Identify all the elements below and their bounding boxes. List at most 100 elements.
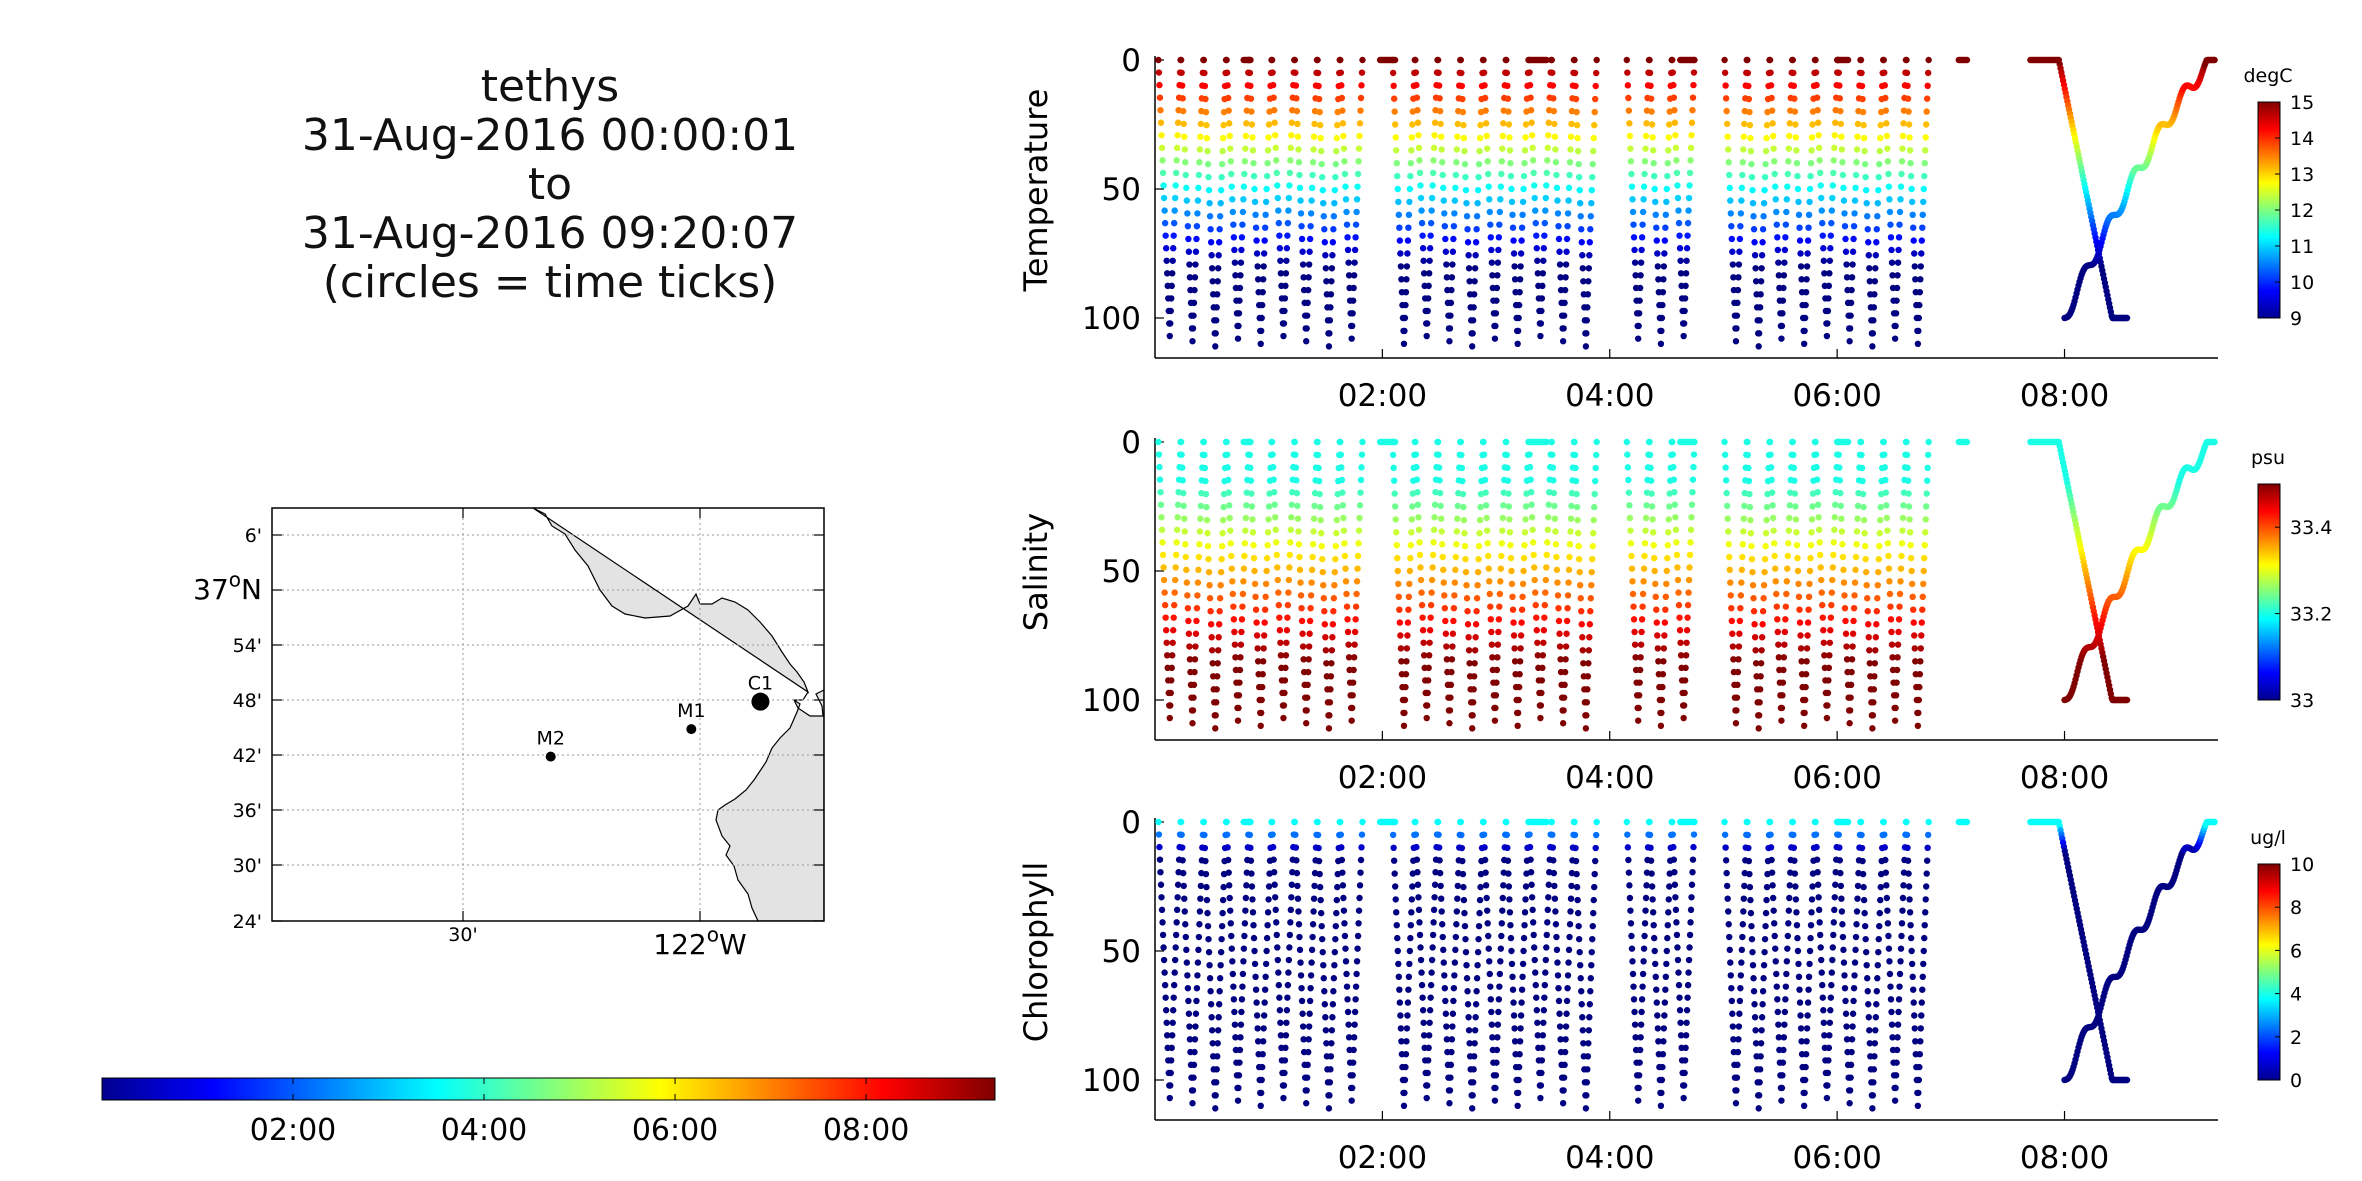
data-point [1793, 147, 1800, 154]
data-point [1924, 844, 1931, 851]
data-point [1874, 961, 1881, 969]
data-point [1673, 551, 1681, 559]
data-point [1237, 1034, 1244, 1041]
data-point [1292, 82, 1300, 89]
data-point [1640, 578, 1647, 585]
data-point [1905, 108, 1912, 115]
data-point [1796, 619, 1804, 626]
data-point [1650, 160, 1657, 167]
data-point [1757, 673, 1764, 680]
data-point [1567, 908, 1574, 915]
data-point [1496, 983, 1503, 990]
data-point [1353, 578, 1361, 585]
data-point [1402, 683, 1409, 691]
data-point [1549, 844, 1557, 851]
data-point [1246, 451, 1254, 459]
data-point [1635, 1072, 1643, 1079]
data-point [1818, 194, 1825, 202]
data-point [1575, 935, 1583, 943]
data-point [1537, 1094, 1544, 1102]
data-point [1735, 1023, 1743, 1030]
data-point [1219, 529, 1226, 537]
data-point [1561, 299, 1568, 307]
data-point [1177, 56, 1185, 64]
data-point [1172, 564, 1179, 571]
data-point [1869, 1092, 1877, 1099]
data-point [1836, 464, 1843, 471]
data-point [1658, 696, 1666, 704]
data-point [1473, 595, 1481, 602]
data-point [1276, 1007, 1284, 1014]
data-point [1549, 464, 1557, 471]
data-point [1270, 106, 1278, 114]
data-point [1751, 621, 1758, 628]
data-point [1156, 81, 1163, 89]
data-point [1329, 621, 1337, 628]
data-point [1863, 199, 1870, 207]
data-point [1260, 263, 1267, 270]
data-point [1156, 856, 1164, 863]
data-point [1756, 699, 1763, 706]
data-point [1424, 307, 1431, 315]
data-point [1584, 291, 1592, 298]
data-point [1281, 1057, 1289, 1064]
data-point [1744, 56, 1751, 64]
data-point [1654, 1025, 1662, 1032]
data-point [1662, 224, 1669, 231]
data-point [1519, 593, 1526, 600]
data-point [1339, 107, 1346, 114]
data-point [1580, 660, 1587, 667]
data-point [1881, 69, 1888, 76]
data-point [1468, 1105, 1476, 1112]
data-point [1652, 198, 1659, 206]
data-point [1683, 245, 1691, 252]
data-point [1492, 692, 1500, 699]
data-point [1775, 1021, 1782, 1028]
data-point [1212, 1092, 1219, 1099]
data-point [1592, 477, 1599, 485]
data-point [1767, 844, 1775, 851]
data-point [1687, 539, 1694, 546]
data-point [1201, 464, 1209, 472]
data-point [1275, 601, 1283, 609]
data-point [1209, 278, 1216, 285]
data-point [1499, 514, 1506, 522]
data-point [1418, 969, 1425, 976]
data-point [1499, 132, 1506, 140]
data-point [1550, 95, 1557, 102]
data-point [1885, 170, 1892, 178]
data-point [1674, 944, 1681, 951]
data-point [1434, 56, 1442, 64]
data-point [1565, 184, 1573, 192]
data-point [1653, 606, 1660, 613]
data-point [1728, 984, 1735, 992]
data-point [1892, 692, 1900, 699]
data-point [1723, 502, 1731, 510]
data-point [1758, 1027, 1765, 1034]
data-point [1827, 245, 1834, 252]
data-point [1522, 896, 1529, 903]
data-point [1170, 232, 1177, 239]
data-point [1647, 95, 1655, 102]
data-point [1664, 934, 1671, 942]
data-point [1849, 630, 1857, 637]
data-point [1250, 542, 1257, 549]
data-point [1439, 171, 1446, 179]
data-point [1631, 246, 1638, 254]
data-point [1883, 120, 1890, 127]
data-point [1840, 184, 1847, 192]
data-point [1332, 555, 1339, 563]
data-point [1543, 551, 1550, 559]
data-point [1280, 1094, 1287, 1102]
data-point [1925, 818, 1932, 826]
data-point [1415, 526, 1423, 534]
data-point [1651, 185, 1658, 193]
data-point [1665, 134, 1672, 141]
data-point [1908, 567, 1915, 575]
data-point [1413, 94, 1421, 101]
data-point [1539, 652, 1547, 659]
data-point [1259, 1063, 1266, 1071]
data-point [1792, 134, 1800, 141]
data-point [1688, 514, 1695, 521]
data-point [1559, 1100, 1567, 1107]
